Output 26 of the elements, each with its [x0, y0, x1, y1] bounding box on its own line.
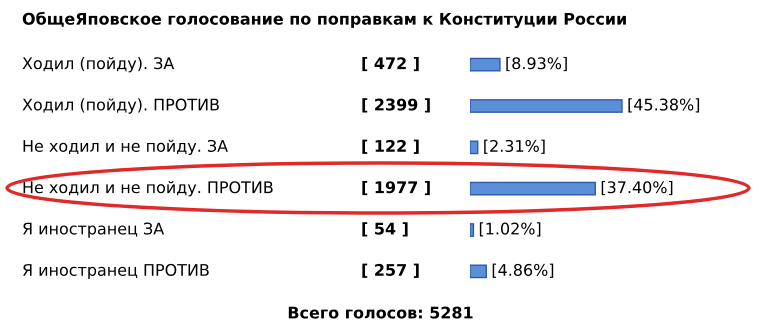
data-label: [1.02%] [480, 222, 540, 237]
bar [470, 223, 474, 237]
text: Всего голосов: 5281 [288, 306, 473, 319]
bar [470, 58, 501, 72]
text: ОбщеЯповское голосование по поправкам к Конституции России [22, 12, 626, 28]
text: [ 257 ] [362, 264, 419, 278]
bar [470, 140, 478, 154]
text: [ 472 ] [362, 56, 419, 72]
text: [ 1977 ] [362, 180, 430, 196]
y-tick-label: Не ходил и не пойду. ЗА [24, 140, 228, 156]
data-label: [45.38%] [628, 98, 700, 113]
y-tick-label: Не ходил и не пойду. ПРОТИВ [24, 181, 273, 196]
data-label: [37.40%] [602, 180, 672, 196]
data-label: [2.31%] [484, 140, 545, 154]
text: [ 54 ] [362, 222, 408, 237]
bar [470, 99, 623, 113]
text: [ 122 ] [362, 140, 419, 154]
text: [ 2399 ] [362, 98, 430, 113]
y-tick-label: Я иностранец ПРОТИВ [23, 264, 209, 280]
bar [470, 264, 487, 278]
y-tick-label: Ходил (пойду). ПРОТИВ [22, 98, 219, 114]
data-label: [8.93%] [506, 56, 567, 72]
bar [470, 182, 596, 196]
y-tick-label: Я иностранец ЗА [23, 222, 164, 238]
y-tick-label: Ходил (пойду). ЗА [22, 56, 174, 72]
data-label: [4.86%] [492, 264, 554, 278]
